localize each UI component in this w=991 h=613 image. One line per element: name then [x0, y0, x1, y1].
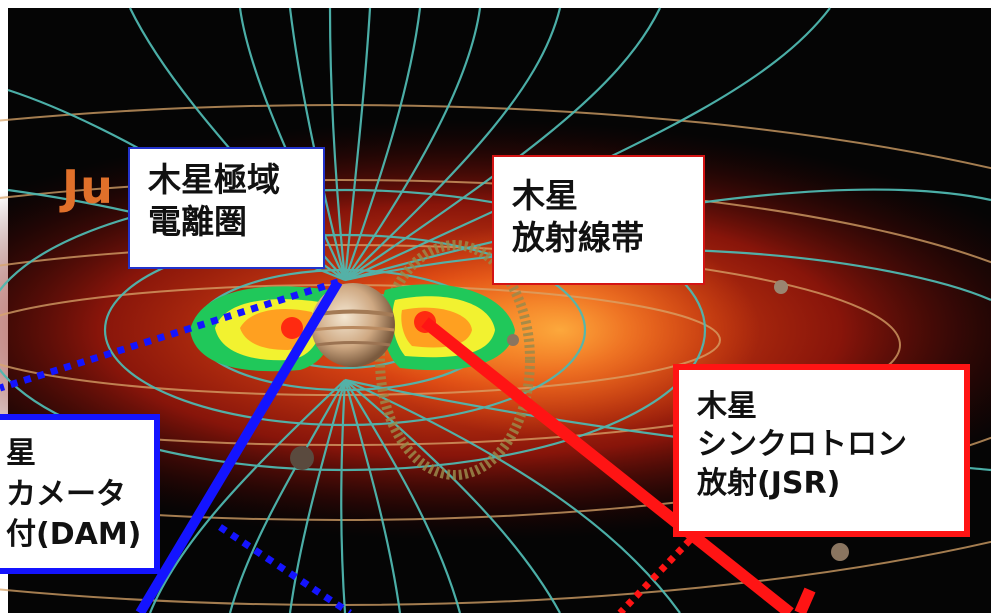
dam-dotted-line-lower: [218, 524, 352, 613]
jsr-label-line2: シンクロトロン: [697, 427, 907, 463]
dam-label-line2: カメータ: [6, 476, 126, 512]
moons: [290, 280, 849, 561]
background-title-fragment: Ju: [62, 160, 114, 214]
jsr-arrow-stub: [794, 587, 816, 613]
jsr-label: 木星 シンクロトロン 放射(JSR): [673, 364, 970, 537]
jupiter-planet: [311, 283, 395, 367]
radiation-belt-label-line1: 木星: [512, 176, 578, 215]
ionosphere-label-line1: 木星極域: [148, 160, 280, 199]
jsr-label-line1: 木星: [697, 389, 757, 424]
blue-connectors: [0, 278, 352, 613]
ionosphere-label-line2: 電離圏: [148, 202, 247, 242]
ionosphere-label: 木星極域 電離圏: [128, 147, 325, 269]
dam-label-line3: 付(DAM): [6, 517, 142, 552]
red-connectors: [421, 317, 816, 613]
radiation-belt-label: 木星 放射線帯: [492, 155, 705, 285]
dam-solid-line: [135, 279, 343, 613]
radiation-belt-label-line2: 放射線帯: [512, 218, 644, 258]
dam-label-line1: 星: [6, 436, 36, 471]
dam-dotted-line-upper: [0, 278, 340, 392]
right-belt-lobe: [381, 284, 515, 371]
jsr-solid-line: [421, 317, 794, 613]
jsr-dotted-line: [617, 537, 693, 613]
jsr-label-line3: 放射(JSR): [697, 465, 841, 501]
radiation-belt-torus: [375, 240, 535, 480]
dam-label: 星 カメータ 付(DAM): [0, 414, 160, 574]
